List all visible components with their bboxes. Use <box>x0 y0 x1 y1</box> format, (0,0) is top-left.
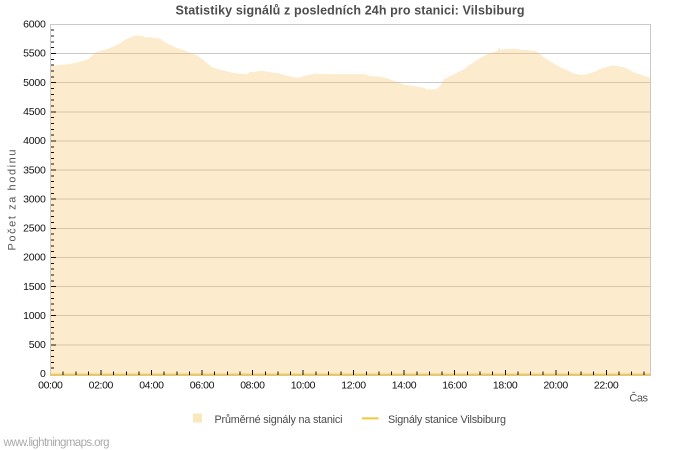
svg-text:Signály stanice Vilsbiburg: Signály stanice Vilsbiburg <box>388 414 506 426</box>
svg-text:4500: 4500 <box>23 106 46 118</box>
svg-text:2000: 2000 <box>23 252 46 264</box>
svg-text:6000: 6000 <box>23 19 46 31</box>
svg-text:3000: 3000 <box>23 193 46 205</box>
svg-text:04:00: 04:00 <box>139 380 164 392</box>
svg-text:20:00: 20:00 <box>543 380 568 392</box>
svg-text:16:00: 16:00 <box>442 380 467 392</box>
svg-text:0: 0 <box>40 368 46 380</box>
svg-text:4000: 4000 <box>23 135 46 147</box>
svg-text:Statistiky signálů z posledníc: Statistiky signálů z posledních 24h pro … <box>176 4 525 18</box>
svg-text:18:00: 18:00 <box>493 380 518 392</box>
svg-text:Čas: Čas <box>629 392 648 405</box>
svg-text:08:00: 08:00 <box>240 380 265 392</box>
svg-text:3500: 3500 <box>23 164 46 176</box>
svg-text:1000: 1000 <box>23 310 46 322</box>
svg-text:2500: 2500 <box>23 223 46 235</box>
svg-text:1500: 1500 <box>23 281 46 293</box>
svg-text:06:00: 06:00 <box>190 380 215 392</box>
svg-text:02:00: 02:00 <box>89 380 114 392</box>
svg-text:www.lightningmaps.org: www.lightningmaps.org <box>3 437 110 449</box>
svg-text:Počet za hodinu: Počet za hodinu <box>7 150 19 251</box>
svg-text:5000: 5000 <box>23 77 46 89</box>
svg-text:10:00: 10:00 <box>291 380 316 392</box>
svg-text:5500: 5500 <box>23 48 46 60</box>
svg-text:22:00: 22:00 <box>594 380 619 392</box>
svg-text:14:00: 14:00 <box>392 380 417 392</box>
svg-text:00:00: 00:00 <box>38 380 63 392</box>
svg-text:Průměrné signály na stanici: Průměrné signály na stanici <box>215 414 343 426</box>
svg-text:500: 500 <box>29 339 46 351</box>
svg-text:12:00: 12:00 <box>341 380 366 392</box>
